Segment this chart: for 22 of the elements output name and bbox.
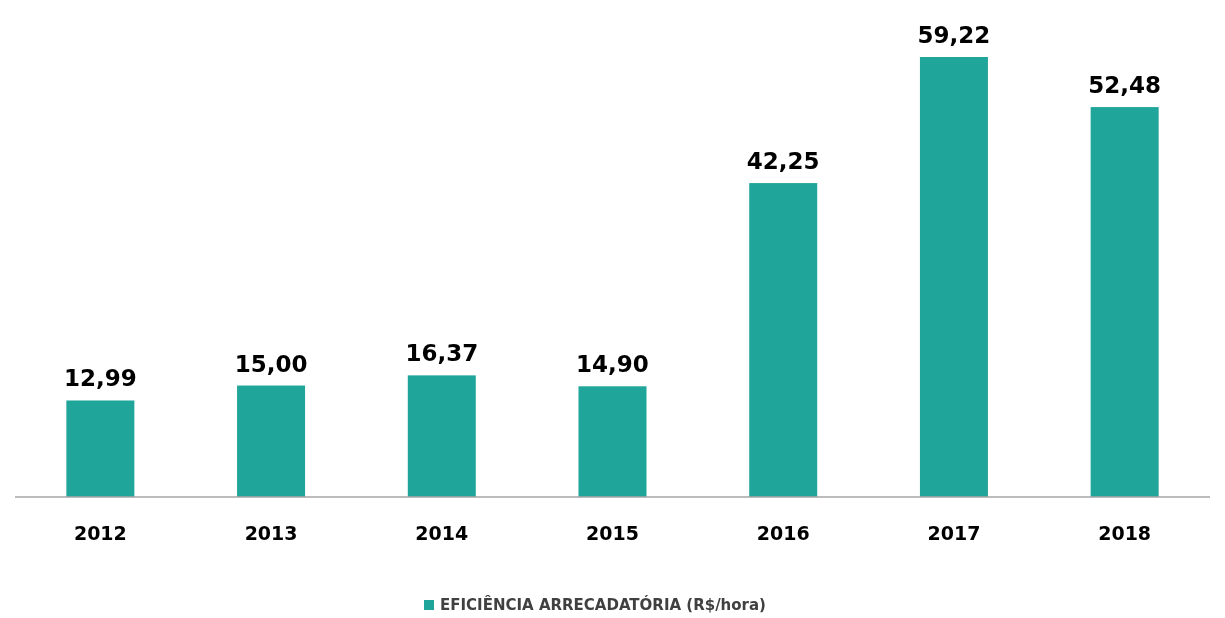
data-label: 52,48 xyxy=(1088,72,1162,99)
data-label: 16,37 xyxy=(405,340,479,367)
data-label: 12,99 xyxy=(63,365,137,392)
bar xyxy=(919,57,988,497)
x-tick-label: 2018 xyxy=(1098,522,1152,544)
x-tick-label: 2014 xyxy=(415,522,469,544)
bar xyxy=(66,400,135,497)
data-label: 59,22 xyxy=(917,22,991,48)
data-label: 14,90 xyxy=(576,351,649,378)
x-tick-label: 2017 xyxy=(927,522,981,544)
x-tick-label: 2012 xyxy=(73,522,127,544)
x-tick-label: 2013 xyxy=(244,522,298,544)
bar xyxy=(1090,107,1159,497)
x-tick-label: 2016 xyxy=(756,522,810,544)
bar xyxy=(237,385,306,497)
data-label: 15,00 xyxy=(234,350,308,377)
x-tick-label: 2015 xyxy=(586,522,639,544)
bar xyxy=(578,386,647,497)
data-label: 42,25 xyxy=(746,148,820,175)
legend-label: EFICIÊNCIA ARRECADATÓRIA (R$/hora) xyxy=(440,595,766,614)
bar xyxy=(749,183,818,497)
bar xyxy=(407,375,476,497)
